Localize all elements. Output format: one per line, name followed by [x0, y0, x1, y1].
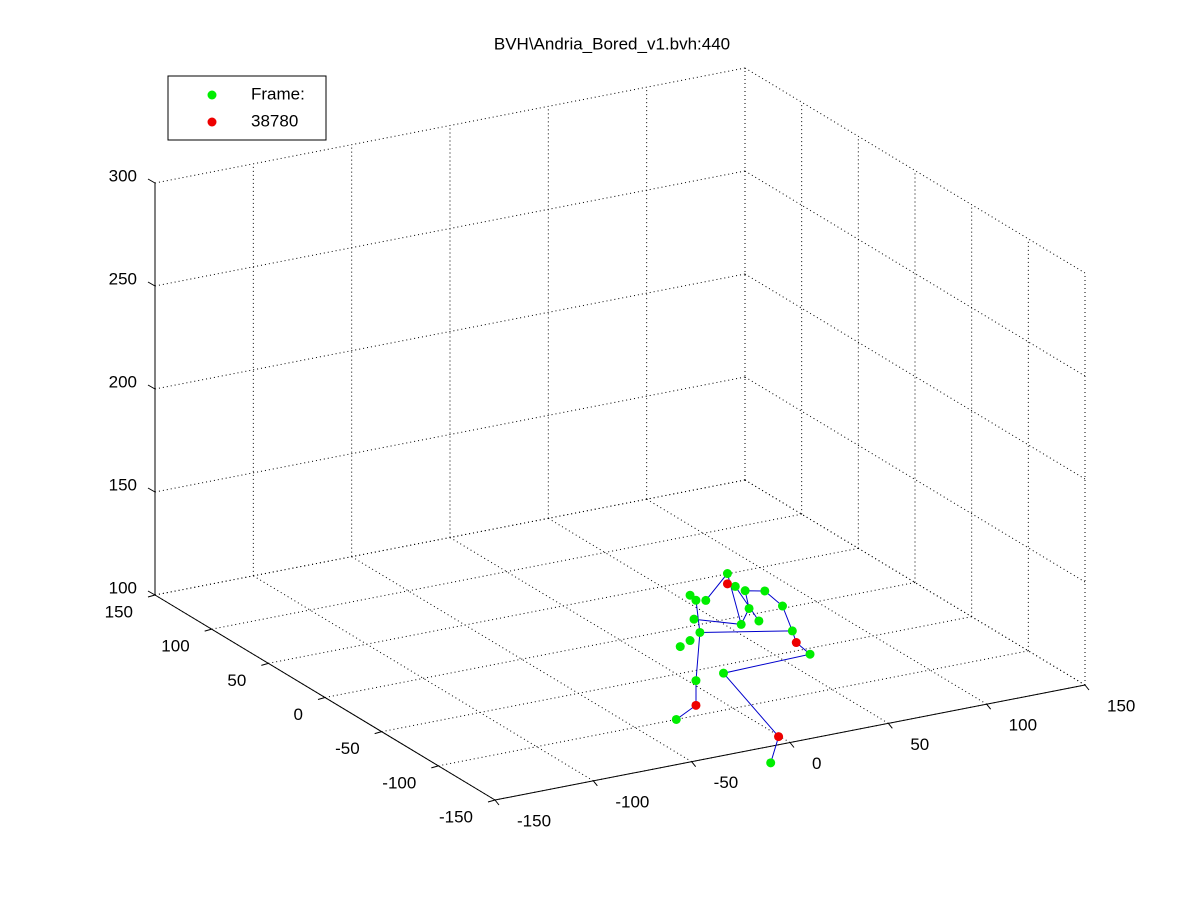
joint-point — [689, 614, 699, 624]
joint-point — [744, 603, 754, 613]
joint-point — [722, 569, 732, 579]
x-tick-label: 0 — [812, 754, 821, 773]
joint-point — [691, 700, 701, 710]
grid-line — [154, 170, 746, 287]
joint-point — [685, 636, 695, 646]
chart-title: BVH\Andria_Bored_v1.bvh:440 — [494, 34, 730, 53]
z-tick-label: 150 — [109, 475, 137, 494]
legend-box — [167, 75, 327, 141]
joint-point — [754, 616, 764, 626]
y-tick — [317, 697, 326, 700]
z-tick-label: 200 — [109, 372, 137, 391]
x-tick-label: 50 — [910, 735, 929, 754]
grid-line — [154, 67, 746, 184]
x-tick — [789, 742, 795, 748]
legend-marker — [207, 117, 217, 127]
joint-point — [774, 732, 784, 742]
joint-point — [722, 579, 732, 589]
z-tick-label: 100 — [109, 578, 137, 597]
z-tick — [147, 178, 156, 184]
joint-point — [766, 758, 776, 768]
joint-point — [691, 595, 701, 605]
y-tick-label: -100 — [382, 773, 416, 792]
grid-line — [381, 616, 972, 733]
joint-point — [730, 581, 740, 591]
x-tick-label: -100 — [615, 792, 649, 811]
y-tick-label: 100 — [161, 637, 189, 656]
joint-point — [701, 595, 711, 605]
x-tick — [494, 799, 500, 806]
x-tick — [986, 703, 992, 710]
grid-line — [154, 479, 746, 596]
joint-point — [778, 601, 787, 611]
legend-marker — [207, 90, 217, 100]
y-tick-label: -50 — [335, 739, 360, 758]
y-tick — [204, 628, 212, 632]
legend: Frame: 38780 — [167, 75, 327, 141]
joint-point — [805, 649, 815, 659]
joint-point — [671, 714, 681, 724]
grid-line — [268, 547, 859, 664]
y-tick-label: 0 — [294, 705, 303, 724]
joint-point — [719, 668, 728, 678]
z-tick-label: 300 — [109, 166, 137, 185]
x-tick-label: -50 — [714, 773, 739, 792]
z-tick — [147, 384, 156, 390]
x-tick-label: 150 — [1107, 696, 1135, 715]
y-tick — [487, 799, 496, 803]
x-tick — [1084, 684, 1090, 691]
joint-point — [760, 586, 770, 596]
y-tick-label: 150 — [105, 602, 133, 621]
x-tick-label: 100 — [1009, 716, 1037, 735]
joint-point — [736, 619, 746, 629]
joint-point — [791, 638, 801, 648]
joint-point — [695, 627, 705, 637]
y-tick-label: -150 — [439, 807, 473, 826]
grid-line — [211, 513, 802, 630]
x-tick-label: -150 — [517, 811, 551, 830]
y-tick — [374, 731, 382, 735]
y-tick — [147, 594, 156, 598]
y-tick — [431, 765, 439, 769]
joint-point — [740, 586, 750, 596]
x-tick — [691, 761, 697, 767]
joint-point — [787, 626, 797, 636]
z-tick — [147, 281, 156, 287]
grid-line — [324, 582, 916, 698]
y-tick — [261, 662, 269, 666]
grid-line — [438, 650, 1029, 767]
x-tick — [887, 723, 893, 729]
legend-label: 38780 — [251, 111, 298, 130]
grid-line — [154, 376, 746, 493]
z-tick — [147, 487, 156, 493]
z-tick-label: 250 — [109, 269, 137, 288]
y-tick-label: 50 — [227, 671, 246, 690]
joint-point — [691, 676, 701, 686]
z-tick — [147, 590, 156, 596]
joint-point — [685, 590, 695, 600]
x-tick — [592, 780, 598, 787]
legend-label: Frame: — [251, 84, 305, 103]
joint-point — [675, 642, 685, 652]
grid-line — [154, 273, 746, 390]
